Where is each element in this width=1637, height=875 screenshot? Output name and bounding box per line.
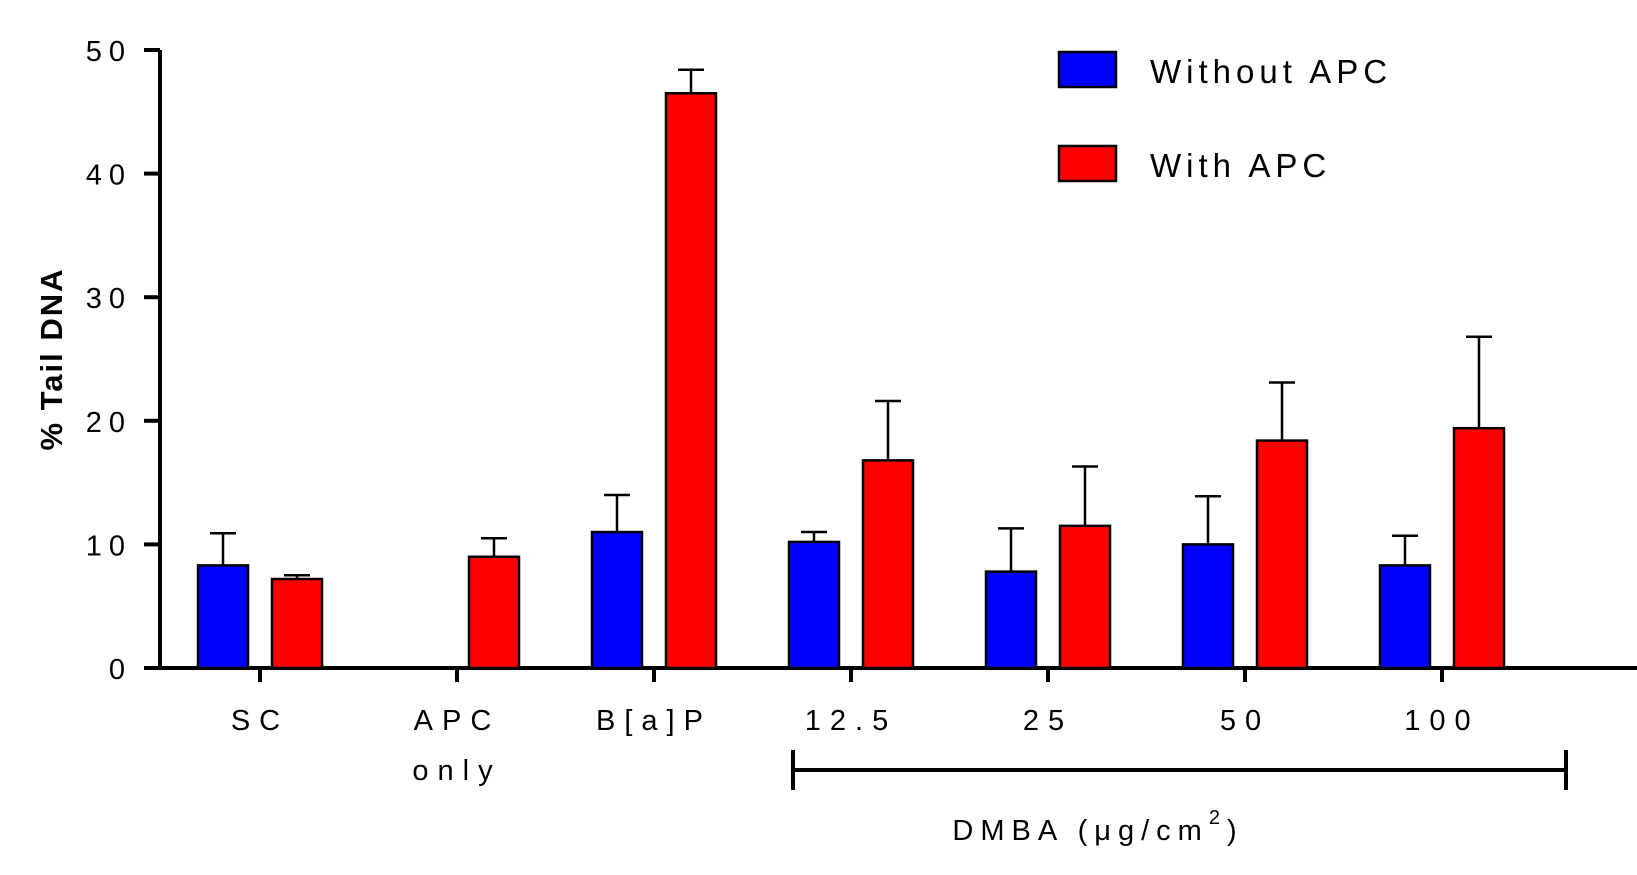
legend-label: Without APC — [1150, 53, 1392, 90]
bars — [196, 68, 1506, 670]
bar-without-apc — [1181, 543, 1235, 670]
legend-swatch-without-apc — [1057, 50, 1118, 89]
x-tick-label: SC — [231, 705, 289, 737]
y-tick-label: 30 — [86, 283, 132, 315]
bar-with-apc — [1255, 439, 1309, 670]
legend: Without APC With APC — [1057, 50, 1392, 184]
group-label: DMBA (μg/cm2) — [952, 807, 1243, 847]
y-tick-label: 10 — [86, 530, 132, 562]
bar-without-apc — [1378, 564, 1432, 670]
x-tick-label: 50 — [1220, 705, 1270, 737]
legend-label: With APC — [1150, 147, 1331, 184]
bar-without-apc — [787, 540, 841, 670]
x-tick-label: 100 — [1404, 705, 1479, 737]
bar-with-apc — [1058, 524, 1112, 670]
y-tick-label: 0 — [109, 654, 132, 686]
bar-with-apc — [467, 555, 521, 670]
bar-without-apc — [984, 570, 1038, 670]
x-tick-label: B[a]P — [596, 705, 712, 737]
x-tick-label: 12.5 — [805, 705, 897, 737]
y-tick-label: 20 — [86, 407, 132, 439]
bar-without-apc — [196, 564, 250, 670]
x-tick-label: APC — [414, 705, 501, 737]
y-tick-label: 50 — [86, 36, 132, 68]
legend-swatch-with-apc — [1057, 144, 1118, 183]
x-tick-label-line2: only — [412, 755, 501, 787]
bar-with-apc — [1452, 426, 1506, 670]
y-axis-title: % Tail DNA — [34, 267, 69, 450]
bar-with-apc — [270, 577, 324, 670]
x-tick-label: 25 — [1023, 705, 1073, 737]
bar-without-apc — [590, 530, 644, 670]
bar-with-apc — [861, 459, 915, 670]
y-tick-label: 40 — [86, 160, 132, 192]
bar-with-apc — [664, 92, 718, 670]
